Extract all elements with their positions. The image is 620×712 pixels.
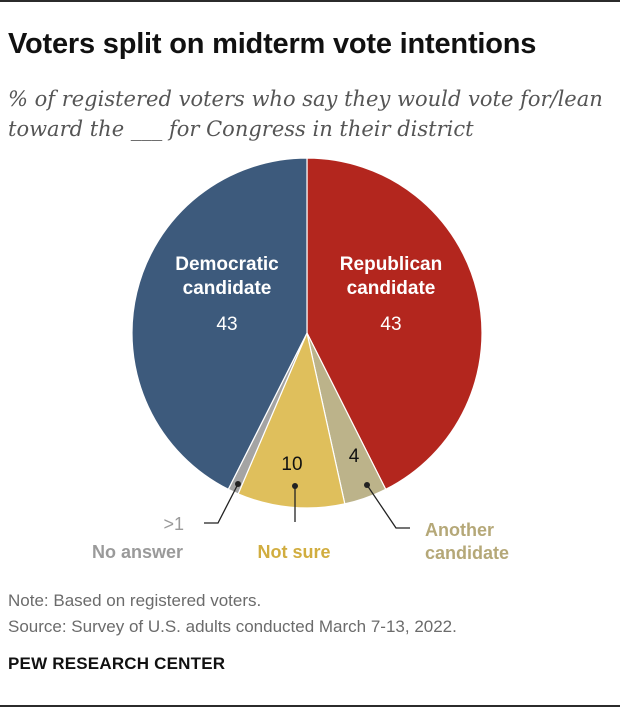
brand-logo-text: PEW RESEARCH CENTER	[8, 654, 226, 673]
top-rule	[0, 0, 620, 2]
chart-subtitle: % of registered voters who say they woul…	[8, 84, 608, 144]
chart-source: Source: Survey of U.S. adults conducted …	[8, 617, 457, 636]
value-not-sure: 10	[281, 454, 302, 475]
label-republican-line-2: candidate	[347, 278, 436, 299]
label-another-line-1: Another	[425, 520, 494, 540]
pie-slice-republican	[306, 157, 483, 491]
value-democratic: 43	[216, 314, 237, 335]
subtitle-line-2: toward the ___ for Congress in their dis…	[8, 117, 474, 141]
leader-dot-no-answer	[235, 481, 241, 487]
pie-slices	[131, 157, 483, 509]
chart-note: Note: Based on registered voters.	[8, 591, 262, 610]
label-republican-line-1: Republican	[340, 254, 442, 275]
value-no-answer: >1	[163, 514, 184, 534]
value-another: 4	[349, 446, 360, 467]
value-republican: 43	[380, 314, 401, 335]
pie-leader-lines	[204, 481, 410, 529]
label-no-answer: No answer	[92, 542, 183, 562]
leader-dot-not-sure	[292, 483, 298, 489]
leader-line-no-answer	[204, 483, 239, 524]
subtitle-line-1: % of registered voters who say they woul…	[8, 87, 603, 111]
leader-line-another	[366, 484, 410, 529]
label-another-line-2: candidate	[425, 543, 509, 563]
pie-slice-democratic	[131, 157, 308, 491]
pie-chart: Republican candidate 43 Democratic candidate…	[92, 157, 509, 563]
label-democratic-line-1: Democratic	[175, 254, 279, 275]
label-democratic-line-2: candidate	[183, 278, 272, 299]
leader-dot-another	[364, 482, 370, 488]
pie-slice-not-sure	[237, 331, 346, 509]
pie-labels: Republican candidate 43 Democratic candidate…	[92, 254, 509, 563]
chart-title: Voters split on midterm vote intentions	[8, 28, 537, 60]
label-not-sure: Not sure	[257, 542, 330, 562]
bottom-rule	[0, 705, 620, 707]
